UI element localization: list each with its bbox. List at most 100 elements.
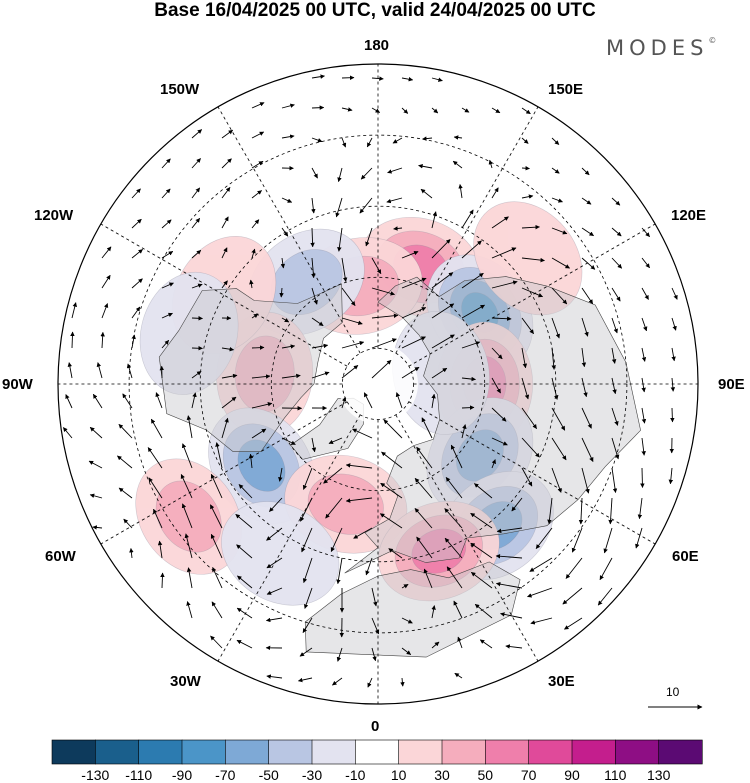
wind-vector xyxy=(444,537,463,559)
wind-vector xyxy=(521,287,544,298)
wind-vector xyxy=(581,347,587,368)
wind-vector xyxy=(153,508,163,529)
wind-vector xyxy=(341,396,347,409)
wind-vector xyxy=(551,227,568,235)
wind-vector xyxy=(62,427,73,439)
wind-vector xyxy=(352,428,373,439)
wind-vector xyxy=(236,544,253,559)
wind-vector xyxy=(491,437,508,446)
wind-vector xyxy=(89,426,103,439)
wind-vector xyxy=(265,617,283,623)
wind-vector xyxy=(611,197,621,206)
wind-vector xyxy=(191,392,197,409)
wind-vector xyxy=(581,257,596,270)
wind-vector xyxy=(131,334,136,349)
colorbar-swatch xyxy=(225,739,270,765)
wind-vector xyxy=(209,504,223,529)
wind-vector xyxy=(431,334,455,349)
lon-label-180: 180 xyxy=(364,37,390,54)
wind-vector xyxy=(337,227,343,252)
wind-vector xyxy=(122,393,133,409)
wind-vector xyxy=(401,584,409,589)
anomaly-contour xyxy=(237,439,286,492)
wind-vector xyxy=(180,473,193,499)
wind-vector xyxy=(353,527,373,539)
wind-vector xyxy=(521,407,537,429)
wind-vector xyxy=(221,247,228,259)
wind-vector xyxy=(210,473,223,499)
wind-vector xyxy=(341,137,347,148)
wind-vector xyxy=(297,677,313,683)
wind-vector xyxy=(251,102,265,109)
wind-vector xyxy=(161,339,170,349)
wind-vector xyxy=(521,194,534,199)
colorbar-tick-label: 70 xyxy=(520,767,537,783)
wind-vector xyxy=(161,158,171,169)
colorbar-swatch xyxy=(181,739,226,765)
colorbar-swatch xyxy=(615,739,660,765)
wind-vector xyxy=(452,160,463,169)
wind-vector xyxy=(186,415,193,439)
wind-vector xyxy=(191,187,201,199)
anomaly-contour xyxy=(155,480,222,553)
wind-vector xyxy=(101,303,109,319)
wind-vector xyxy=(380,482,403,499)
wind-vector xyxy=(535,527,553,549)
wind-vector xyxy=(551,167,560,174)
wind-vector xyxy=(444,508,463,529)
wind-vector xyxy=(88,460,103,469)
wind-vector xyxy=(131,249,143,259)
wind-vector xyxy=(431,303,455,319)
wind-vector xyxy=(96,362,103,379)
colorbar-tick-label: 50 xyxy=(477,767,494,783)
reference-vector-label: 10 xyxy=(666,685,680,699)
wind-vector xyxy=(123,518,133,529)
wind-vector xyxy=(365,557,373,576)
wind-vector xyxy=(328,437,343,444)
wind-vector xyxy=(280,257,286,269)
wind-vector xyxy=(551,257,570,269)
colorbar-swatch xyxy=(441,739,486,765)
wind-vector xyxy=(431,77,443,82)
wind-vector xyxy=(323,467,343,484)
wind-vector xyxy=(470,512,493,529)
wind-vector xyxy=(564,617,583,630)
wind-vector xyxy=(359,197,373,214)
wind-vector xyxy=(117,455,133,469)
wind-vector xyxy=(221,216,229,229)
wind-vector xyxy=(281,197,293,203)
wind-vector xyxy=(641,317,648,332)
wind-vector xyxy=(388,548,403,559)
wind-vector xyxy=(521,437,540,458)
wind-vector xyxy=(670,407,675,423)
wind-vector xyxy=(251,313,259,319)
wind-vector xyxy=(581,407,592,429)
wind-vector xyxy=(529,557,553,572)
wind-vector xyxy=(395,392,403,409)
wind-vector xyxy=(131,306,141,319)
lon-label-120e: 120E xyxy=(671,207,707,224)
colorbar-tick-label: -90 xyxy=(171,767,193,783)
wind-vector xyxy=(302,467,313,490)
wind-vector xyxy=(221,417,229,439)
wind-vector xyxy=(530,617,553,625)
wind-vector xyxy=(581,467,590,494)
wind-vector xyxy=(488,159,494,169)
wind-vector xyxy=(381,451,403,469)
wind-vector xyxy=(363,392,373,409)
wind-vector xyxy=(310,227,315,248)
wind-vector xyxy=(210,533,223,559)
wind-vector xyxy=(365,227,373,247)
wind-vector xyxy=(511,497,523,512)
wind-vector xyxy=(668,467,674,485)
wind-vector xyxy=(423,568,433,589)
wind-vector xyxy=(215,442,223,469)
wind-vector xyxy=(161,251,174,259)
wind-vector xyxy=(521,317,534,335)
wind-vector xyxy=(401,647,412,655)
wind-vector xyxy=(311,257,316,279)
wind-vector xyxy=(101,274,111,289)
wind-vector xyxy=(581,167,590,176)
lon-label-60w: 60W xyxy=(45,548,76,565)
wind-vector xyxy=(637,497,643,520)
